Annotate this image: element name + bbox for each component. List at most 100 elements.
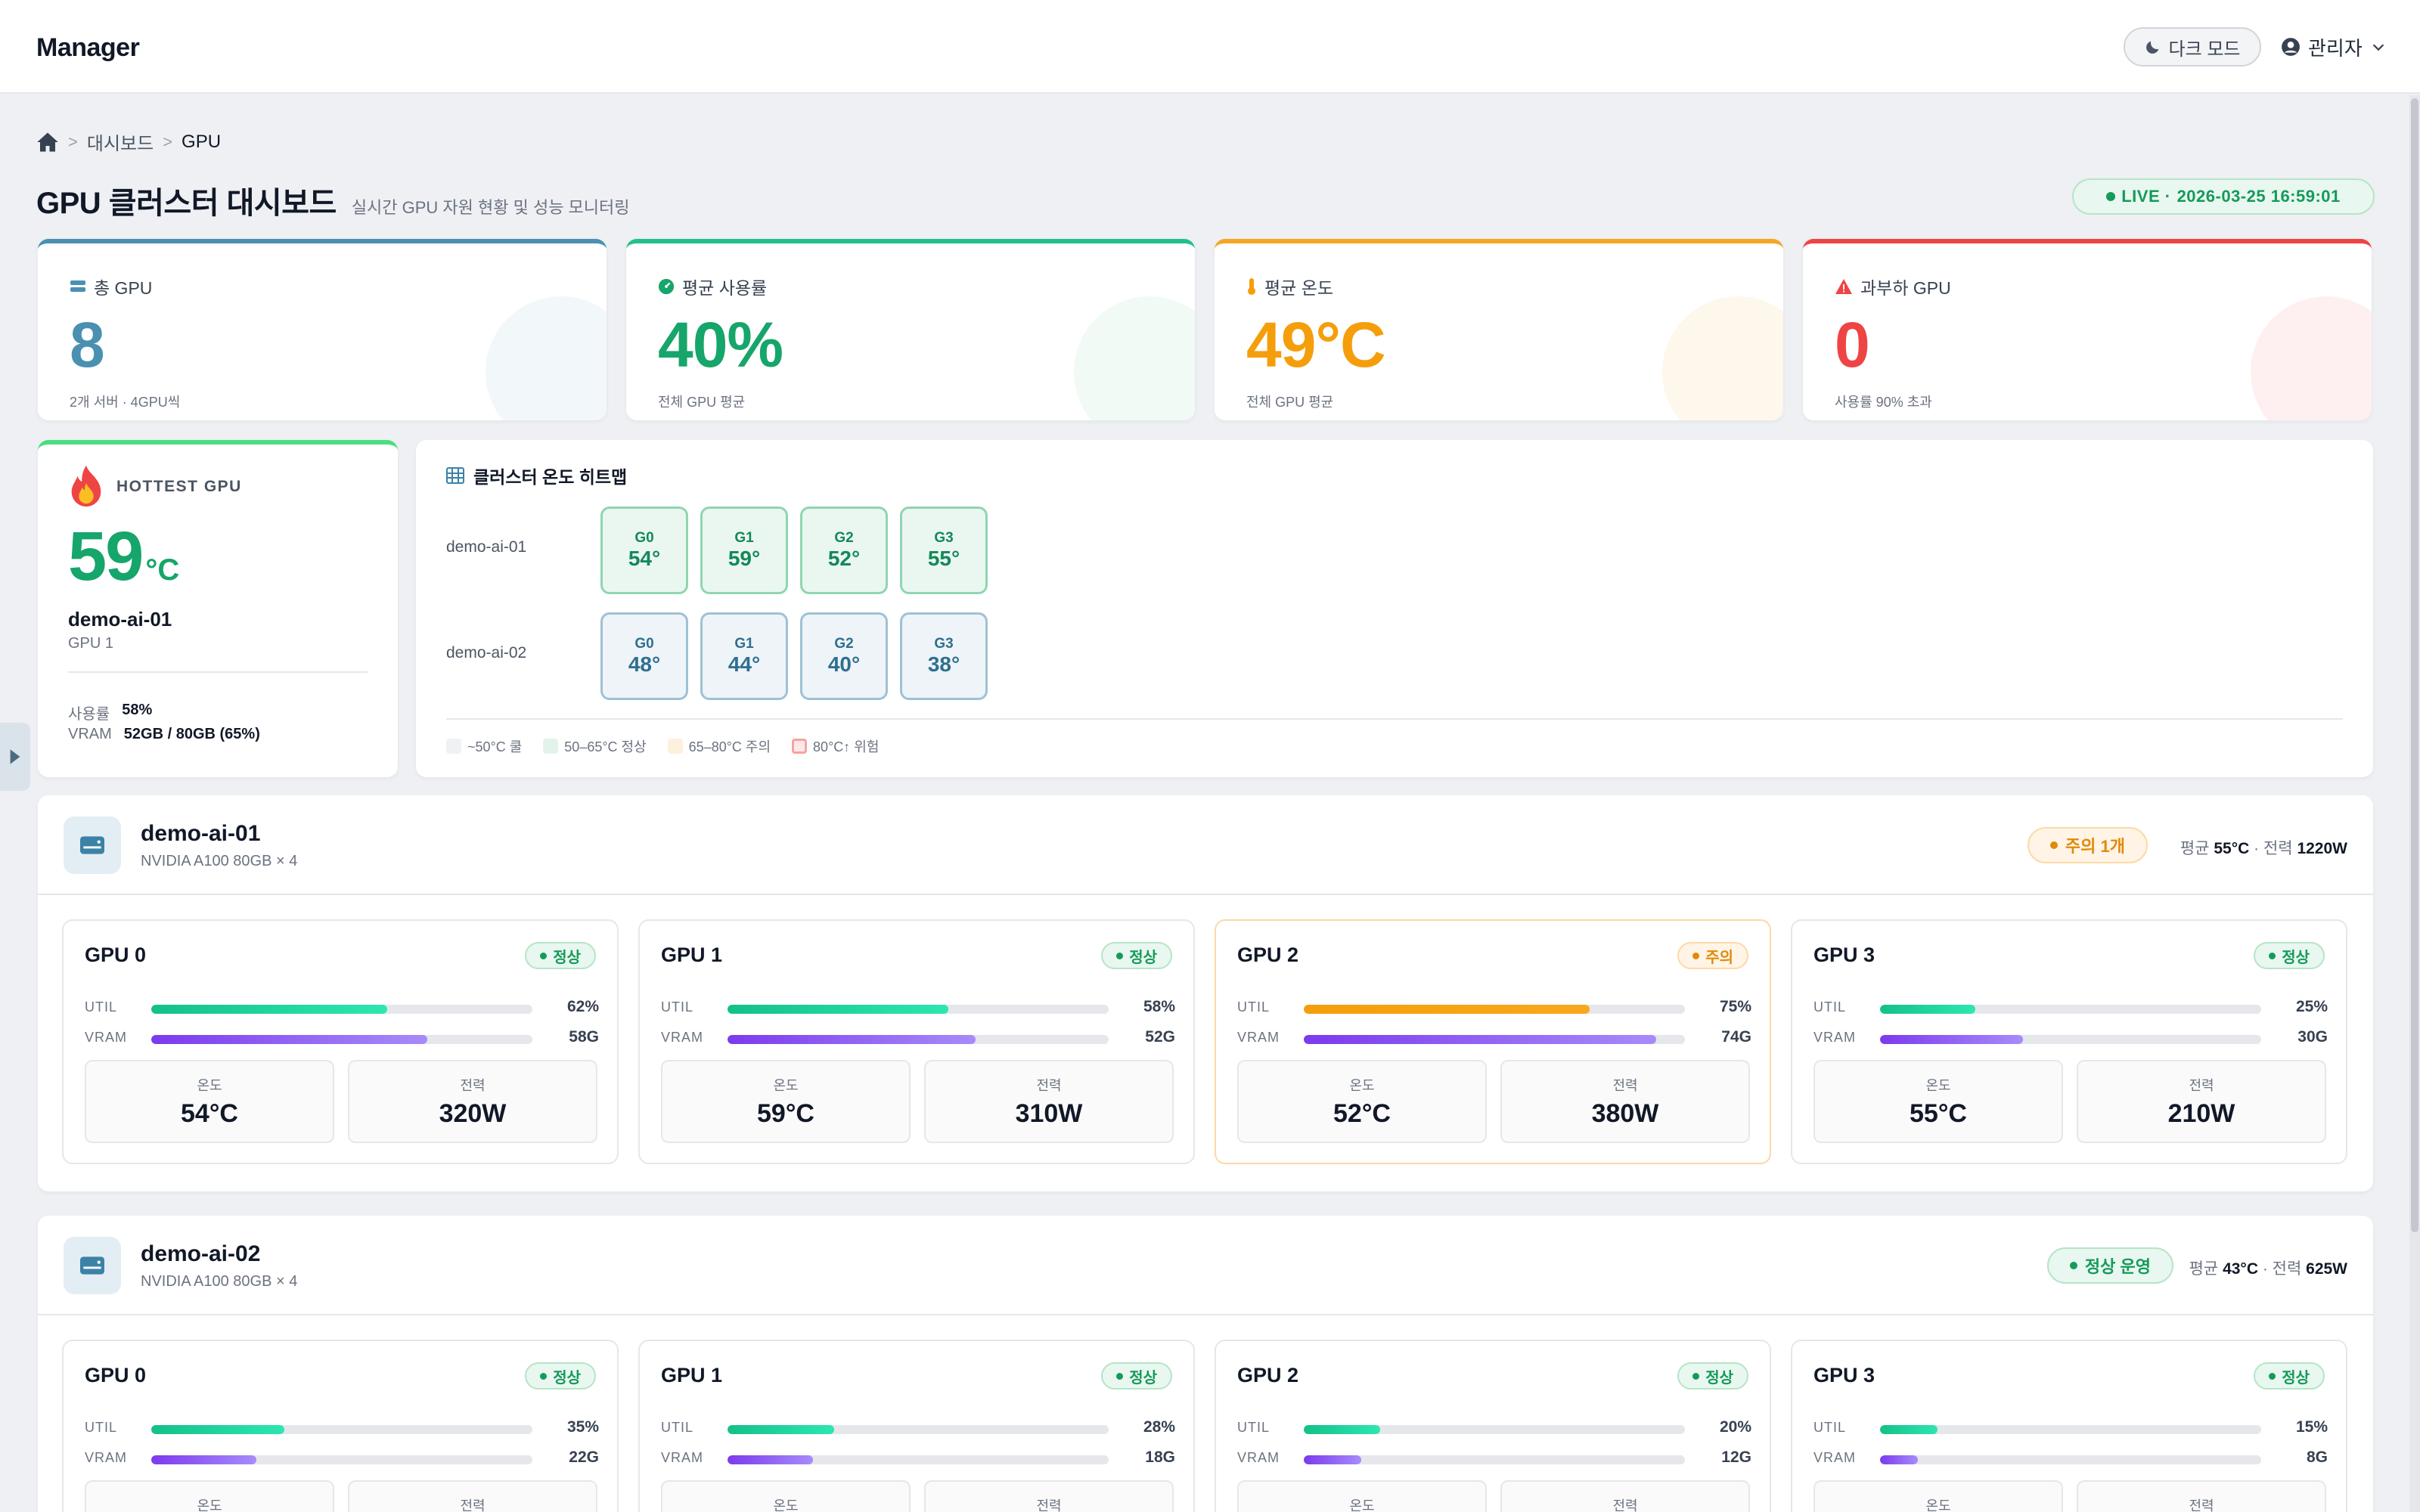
server-status-badge: 정상 운영 [2046, 1247, 2173, 1284]
heatmap-cell[interactable]: G2 40° [800, 612, 888, 700]
util-bar: UTIL 75% [1237, 998, 1751, 1015]
heatmap-cell[interactable]: G0 54° [600, 507, 688, 594]
util-bar: UTIL 62% [85, 998, 599, 1015]
user-menu[interactable]: 관리자 [2281, 30, 2387, 64]
gpu-name: GPU 3 [1813, 943, 1876, 966]
gpu-status-badge: 정상 [525, 942, 596, 969]
kpi-note: 2개 서버 · 4GPU씩 [70, 395, 181, 410]
gpu-card[interactable]: GPU 0 정상 UTIL 62% VRAM 58G 온도 54°C 전력 320W [62, 919, 619, 1164]
brand-logo[interactable]: Manager [36, 33, 140, 62]
breadcrumb-dashboard[interactable]: 대시보드 [86, 134, 154, 154]
gpu-name: GPU 0 [85, 1364, 147, 1387]
status-dot-icon [540, 952, 548, 959]
heatmap-cell[interactable]: G2 52° [800, 507, 888, 594]
heatmap-legend: ~50°C 쿨 50–65°C 정상 65–80°C 주의 80°C↑ 위험 [446, 736, 879, 756]
vram-bar: VRAM 52G [661, 1028, 1175, 1046]
vram-fill [728, 1455, 814, 1464]
gpu-card[interactable]: GPU 2 주의 UTIL 75% VRAM 74G 온도 52°C 전력 380W [1215, 919, 1771, 1164]
gpu-card[interactable]: GPU 2 정상 UTIL 20% VRAM 12G 온도 전력 [1215, 1340, 1771, 1512]
top-bar: Manager 다크 모드 관리자 [0, 0, 2420, 94]
hottest-unit: °C [145, 553, 180, 587]
gpu-name: GPU 1 [661, 1364, 723, 1387]
legend-swatch [446, 739, 461, 754]
gpu-name: GPU 2 [1237, 943, 1299, 966]
decor-circle [2251, 296, 2372, 420]
kpi-note: 전체 GPU 평균 [1246, 395, 1334, 410]
gpu-status-badge: 정상 [1101, 1362, 1172, 1390]
gpu-status-badge: 정상 [1101, 942, 1172, 969]
status-dot-icon [2269, 1372, 2276, 1380]
legend-swatch [667, 739, 683, 754]
heatmap-cell[interactable]: G0 48° [600, 612, 688, 700]
hottest-gpu-id: GPU 1 [68, 635, 114, 652]
temp-metric: 온도 [1813, 1480, 2063, 1512]
heatmap-title: 클러스터 온도 히트맵 [473, 467, 628, 487]
home-icon[interactable] [36, 132, 59, 153]
kpi-avg-util: 평균 사용률 40% 전체 GPU 평균 [626, 239, 1195, 420]
gpu-card[interactable]: GPU 1 정상 UTIL 58% VRAM 52G 온도 59°C 전력 310W [638, 919, 1195, 1164]
sidebar-toggle[interactable] [0, 723, 30, 791]
live-dot-icon [2106, 192, 2116, 201]
scrollbar-thumb[interactable] [2411, 98, 2418, 1232]
temp-metric: 온도 54°C [85, 1060, 334, 1143]
hottest-gpu-card: HOTTEST GPU 59 °C demo-ai-01 GPU 1 사용률 58… [38, 440, 398, 777]
gpu-card[interactable]: GPU 3 정상 UTIL 15% VRAM 8G 온도 전력 [1791, 1340, 2347, 1512]
decor-circle [1662, 296, 1783, 420]
status-dot-icon [1692, 1372, 1700, 1380]
util-bar: UTIL 58% [661, 998, 1175, 1015]
gpu-card[interactable]: GPU 0 정상 UTIL 35% VRAM 22G 온도 전력 [62, 1340, 619, 1512]
divider [68, 671, 368, 673]
legend-swatch [543, 739, 559, 754]
hottest-host: demo-ai-01 [68, 608, 172, 631]
vram-fill [151, 1455, 256, 1464]
heatmap-cell[interactable]: G1 44° [700, 612, 788, 700]
heatmap-cell[interactable]: G3 38° [900, 612, 988, 700]
chevron-down-icon [2372, 44, 2384, 51]
server-card: demo-ai-01 NVIDIA A100 80GB × 4 주의 1개 평균… [38, 795, 2373, 1191]
kpi-label: 총 GPU [94, 278, 153, 298]
heatmap-row-label: demo-ai-02 [446, 644, 527, 662]
util-fill [1880, 1005, 1975, 1014]
heatmap-card: 클러스터 온도 히트맵 demo-ai-01 G0 54° G1 59° G2 52°… [416, 440, 2373, 777]
util-fill [728, 1425, 835, 1434]
breadcrumb: > 대시보드 > GPU [36, 129, 221, 155]
gpu-card[interactable]: GPU 3 정상 UTIL 25% VRAM 30G 온도 55°C 전력 210W [1791, 919, 2347, 1164]
gpu-card[interactable]: GPU 1 정상 UTIL 28% VRAM 18G 온도 전력 [638, 1340, 1195, 1512]
gpu-status-badge: 주의 [1677, 942, 1748, 969]
grid-icon [446, 467, 464, 484]
kpi-label: 과부하 GPU [1860, 278, 1951, 298]
dark-mode-button[interactable]: 다크 모드 [2124, 27, 2261, 67]
thermometer-icon [1248, 278, 1255, 295]
heatmap-cell[interactable]: G3 55° [900, 507, 988, 594]
vram-fill [151, 1035, 428, 1044]
moon-icon [2145, 41, 2158, 54]
kpi-value: 0 [1835, 309, 1870, 380]
page-subtitle: 실시간 GPU 자원 현황 및 성능 모니터링 [351, 198, 630, 217]
server-name: demo-ai-02 [141, 1241, 261, 1266]
util-bar: UTIL 25% [1813, 998, 2328, 1015]
hottest-vram: VRAM 52GB / 80GB (65%) [68, 726, 260, 742]
server-icon [70, 280, 85, 292]
status-dot-icon [2049, 841, 2058, 849]
util-fill [151, 1425, 285, 1434]
status-dot-icon [1692, 952, 1700, 959]
server-name: demo-ai-01 [141, 821, 261, 846]
hottest-util: 사용률 58% [68, 702, 153, 723]
page-title: GPU 클러스터 대시보드 [36, 187, 337, 220]
server-summary: 평균 55°C · 전력 1220W [2180, 840, 2347, 857]
power-metric: 전력 310W [924, 1060, 1174, 1143]
hottest-temp: 59 [68, 518, 144, 595]
vram-bar: VRAM 18G [661, 1448, 1175, 1466]
status-dot-icon [2269, 952, 2276, 959]
vram-fill [1304, 1455, 1361, 1464]
heatmap-cell[interactable]: G1 59° [700, 507, 788, 594]
server-model: NVIDIA A100 80GB × 4 [141, 853, 298, 869]
live-timestamp: 2026-03-25 16:59:01 [2176, 187, 2341, 206]
power-metric: 전력 [2077, 1480, 2326, 1512]
page-header: GPU 클러스터 대시보드 실시간 GPU 자원 현황 및 성능 모니터링 [36, 178, 630, 222]
kpi-label: 평균 사용률 [682, 278, 768, 298]
temp-metric: 온도 55°C [1813, 1060, 2063, 1143]
vram-fill [1880, 1455, 1919, 1464]
gpu-name: GPU 2 [1237, 1364, 1299, 1387]
breadcrumb-current: GPU [182, 131, 222, 152]
